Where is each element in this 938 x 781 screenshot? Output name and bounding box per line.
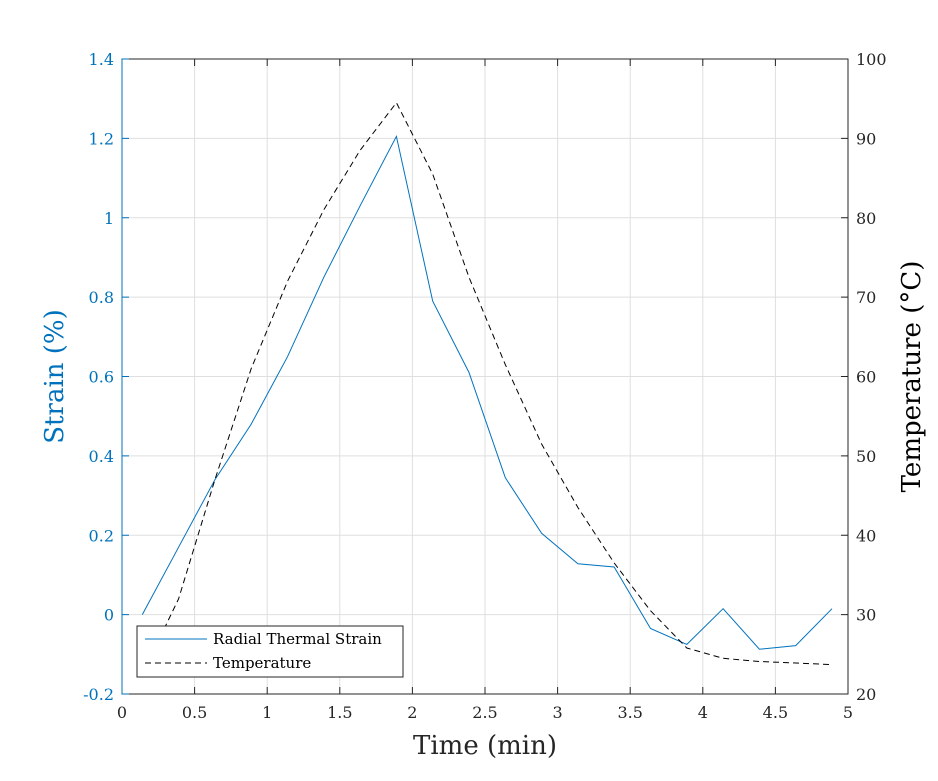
y-left-tick-label: 0.6 (89, 368, 114, 387)
y-right-tick-label: 60 (856, 368, 876, 387)
y-right-tick-label: 100 (856, 50, 887, 69)
y-right-tick-label: 50 (856, 447, 876, 466)
x-tick-label: 4 (698, 703, 708, 722)
y-right-tick-label: 30 (856, 606, 876, 625)
x-tick-label: 4.5 (763, 703, 788, 722)
legend-box (136, 625, 404, 678)
y-right-tick-label: 90 (856, 129, 876, 148)
y-left-tick-label: 1 (104, 209, 114, 228)
x-axis-title: Time (min) (413, 731, 557, 761)
series-layer (141, 101, 833, 675)
y-left-axis-title: Strain (%) (40, 309, 70, 444)
y-right-axis-title: Temperature (°C) (897, 261, 927, 493)
x-tick-label: 1.5 (327, 703, 352, 722)
y-right-axis-ticks: 20 30 40 50 60 70 80 90 100 (841, 50, 887, 704)
legend: Radial Thermal Strain Temperature (136, 625, 404, 678)
series-line-strain (141, 134, 833, 650)
x-tick-label: 0 (117, 703, 127, 722)
x-tick-label: 1 (262, 703, 272, 722)
y-right-tick-label: 20 (856, 685, 876, 704)
y-right-tick-label: 40 (856, 526, 876, 545)
y-left-tick-label: 0.2 (89, 526, 114, 545)
x-tick-label: 0.5 (182, 703, 207, 722)
y-left-tick-label: 0 (104, 606, 114, 625)
y-right-tick-label: 70 (856, 288, 876, 307)
x-tick-label: 5 (843, 703, 853, 722)
y-right-tick-label: 80 (856, 209, 876, 228)
y-left-tick-label: 0.8 (89, 288, 114, 307)
x-tick-label: 3.5 (617, 703, 642, 722)
y-left-tick-label: 1.2 (89, 129, 114, 148)
y-left-tick-label: 1.4 (89, 50, 114, 69)
x-tick-label: 2.5 (472, 703, 497, 722)
y-left-axis-ticks: -0.2 0 0.2 0.4 0.6 0.8 1 1.2 1.4 (83, 50, 129, 704)
grid-lines (121, 58, 849, 695)
x-tick-label: 3 (553, 703, 563, 722)
y-left-tick-label: -0.2 (83, 685, 114, 704)
x-tick-label: 2 (407, 703, 417, 722)
y-left-tick-label: 0.4 (89, 447, 114, 466)
legend-label-strain: Radial Thermal Strain (213, 630, 382, 648)
series-line-temperature (141, 101, 833, 675)
legend-label-temperature: Temperature (213, 654, 311, 672)
